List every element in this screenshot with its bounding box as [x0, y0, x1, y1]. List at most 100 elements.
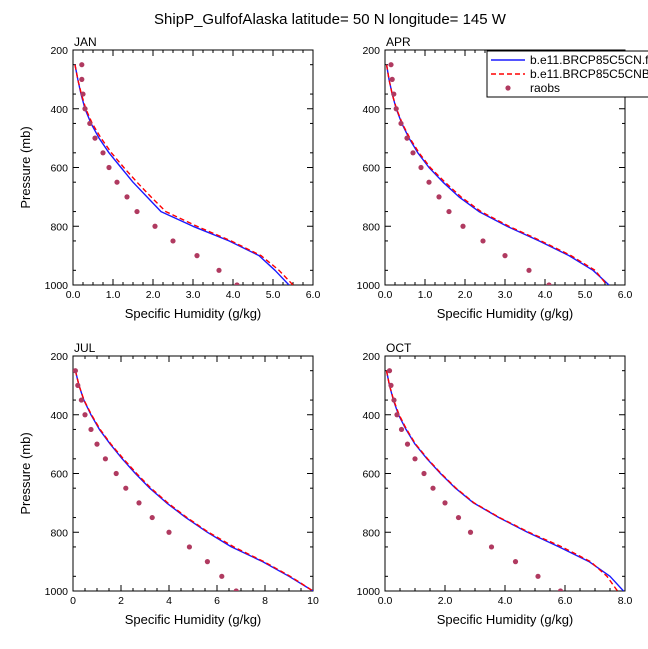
raobs-point [219, 573, 225, 579]
raobs-point [512, 559, 519, 565]
raobs-point [194, 253, 200, 259]
x-tick-label: 2.0 [146, 289, 161, 301]
y-tick-label: 1000 [45, 586, 69, 598]
data-layer [73, 368, 313, 591]
raobs-point [80, 91, 86, 97]
raobs-point [442, 500, 448, 506]
x-tick-label: 8.0 [618, 595, 633, 607]
x-tick-label: 3.0 [498, 289, 513, 301]
x-tick-label: 5.0 [578, 289, 593, 301]
raobs-point [82, 106, 88, 112]
raobs-point [124, 194, 130, 200]
raobs-point [92, 135, 98, 141]
raobs-point [114, 179, 120, 185]
raobs-point [233, 588, 239, 591]
raobs-point [234, 282, 240, 285]
raobs-point [166, 529, 172, 535]
raobs-point [389, 76, 395, 82]
y-tick-label: 1000 [357, 586, 381, 598]
raobs-point [136, 500, 142, 506]
x-tick-label: 4.0 [226, 289, 241, 301]
y-axis-label: Pressure (mb) [18, 126, 33, 208]
raobs-point [430, 485, 436, 491]
y-tick-label: 600 [50, 163, 68, 175]
raobs-point [75, 382, 81, 388]
y-tick-label: 600 [362, 469, 380, 481]
raobs-point [455, 514, 462, 521]
x-tick-label: 2.0 [458, 289, 473, 301]
raobs-point [388, 382, 394, 388]
x-tick-label: 6.0 [558, 595, 573, 607]
y-tick-label: 1000 [357, 280, 381, 292]
y-tick-label: 600 [362, 163, 380, 175]
y-tick-label: 400 [362, 104, 380, 116]
y-tick-label: 800 [50, 221, 68, 233]
series-line-cn [74, 64, 290, 285]
panel-jul: JUL 0 2 4 6 8 10 200 400 600 800 1000 Specific Humid… [18, 341, 319, 627]
raobs-point [535, 573, 541, 579]
x-tick-label: 0.0 [378, 289, 393, 301]
series-line-cnbdrd [385, 370, 619, 591]
raobs-point [526, 267, 532, 273]
raobs-point [436, 194, 442, 200]
raobs-point [102, 456, 108, 462]
y-tick-label: 1000 [45, 280, 69, 292]
plot-frame [72, 355, 314, 592]
raobs-point [480, 238, 486, 244]
legend-box [486, 50, 648, 98]
y-axis-label: Pressure (mb) [18, 432, 33, 514]
raobs-point [393, 106, 399, 112]
x-axis-label: Specific Humidity (g/kg) [125, 306, 262, 321]
raobs-point [488, 544, 495, 550]
data-layer [385, 62, 610, 285]
raobs-point [87, 120, 93, 127]
x-tick-label: 4.0 [538, 289, 553, 301]
plot-frame [384, 355, 626, 592]
raobs-point [100, 150, 106, 156]
x-tick-label: 10 [307, 595, 319, 607]
raobs-point [134, 208, 140, 215]
series-line-cn [385, 370, 625, 591]
raobs-point [149, 514, 155, 521]
panel-title: JAN [74, 35, 97, 49]
raobs-point [426, 179, 432, 185]
x-tick-label: 0.0 [66, 289, 81, 301]
raobs-point [460, 223, 466, 229]
x-tick-label: 4 [166, 595, 172, 607]
y-tick-label: 200 [362, 45, 380, 57]
figure-title: ShipP_GulfofAlaska latitude= 50 N longit… [154, 11, 507, 28]
raobs-point [82, 412, 88, 418]
raobs-point [421, 470, 427, 477]
y-tick-label: 800 [50, 527, 68, 539]
x-tick-label: 1.0 [418, 289, 433, 301]
raobs-point [94, 441, 100, 447]
raobs-point [216, 267, 222, 273]
x-tick-label: 0.0 [378, 595, 393, 607]
raobs-point [412, 456, 418, 462]
data-layer [74, 62, 294, 285]
legend-label: b.e11.BRCP85C5CN.f09.001 [530, 53, 648, 67]
raobs-point [388, 62, 394, 68]
data-layer [385, 368, 625, 591]
panel-title: APR [386, 35, 411, 49]
x-tick-label: 1.0 [106, 289, 121, 301]
raobs-point [170, 238, 176, 244]
x-tick-label: 4.0 [498, 595, 513, 607]
raobs-point [404, 135, 410, 141]
x-tick-label: 6.0 [306, 289, 321, 301]
y-tick-label: 200 [362, 351, 380, 363]
panel-jan: JAN 0.0 1.0 2.0 3.0 4.0 5.0 6.0 200 400 600 800 1000… [18, 35, 320, 321]
raobs-point [78, 397, 84, 403]
raobs-point [88, 426, 94, 433]
raobs-point [391, 91, 397, 97]
panel-title: OCT [386, 341, 412, 355]
y-tick-label: 400 [50, 410, 68, 422]
raobs-point [398, 426, 405, 433]
series-line-cnbdrd [74, 370, 313, 591]
y-tick-label: 400 [50, 104, 68, 116]
legend-label: b.e11.BRCP85C5CNBDRD.f09.001 [530, 67, 648, 81]
series-line-cn [74, 370, 313, 591]
raobs-point [502, 253, 508, 259]
raobs-point [398, 120, 404, 127]
raobs-point [546, 282, 552, 285]
